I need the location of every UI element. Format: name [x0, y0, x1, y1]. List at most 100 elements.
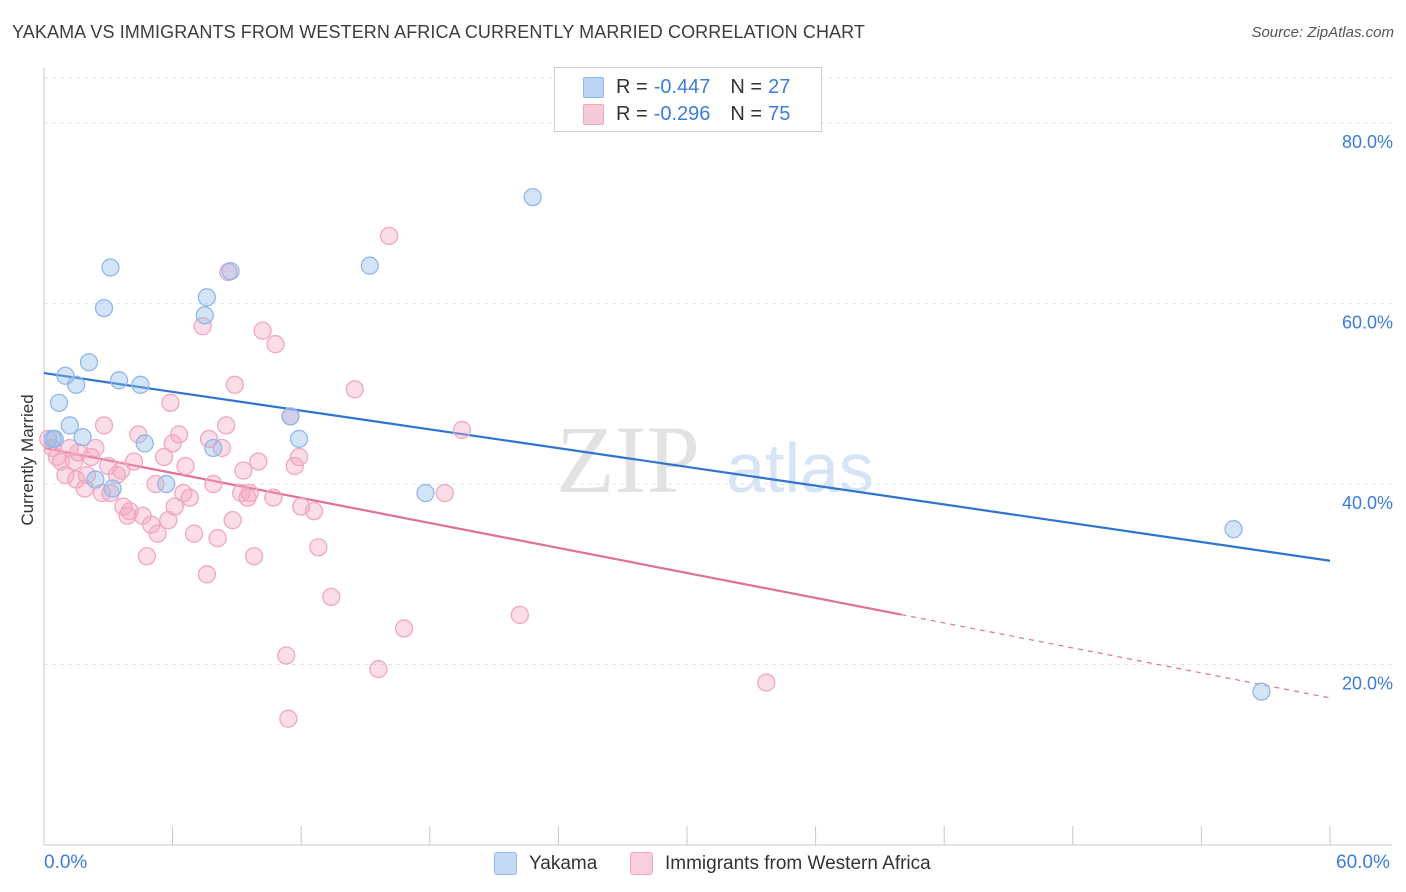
data-point: [369, 659, 388, 679]
x-tick-label-min: 0.0%: [44, 852, 88, 873]
data-point: [60, 438, 79, 458]
data-point: [289, 447, 309, 467]
data-point: [176, 456, 195, 476]
data-point: [277, 646, 296, 665]
correlation-legend: R = -0.447 N = 27 R = -0.296 N = 75: [554, 67, 822, 132]
watermark-zip: ZIP: [556, 406, 700, 513]
data-point: [253, 321, 272, 340]
data-point: [67, 470, 86, 489]
data-point: [379, 226, 399, 246]
n-label: N =: [730, 102, 763, 125]
data-point: [101, 258, 120, 277]
data-point: [249, 452, 268, 471]
data-point: [43, 429, 62, 449]
data-point: [163, 434, 182, 453]
data-point: [39, 429, 58, 449]
n-value-yakama: 27: [768, 75, 791, 98]
data-point: [79, 353, 99, 372]
data-point: [204, 438, 223, 458]
source-label: Source: ZipAtlas.com: [1251, 24, 1394, 41]
trend-line-0: [43, 371, 1331, 562]
data-point: [157, 474, 176, 494]
data-point: [154, 447, 174, 467]
data-point: [86, 470, 105, 489]
data-point: [217, 416, 236, 435]
data-point: [223, 511, 242, 530]
data-point: [67, 375, 86, 394]
n-label: N =: [730, 75, 763, 98]
series-name-yakama: Yakama: [529, 852, 598, 874]
watermark-atlas: atlas: [726, 429, 874, 507]
data-point: [51, 452, 71, 471]
data-point: [109, 371, 129, 390]
data-point: [309, 538, 328, 557]
data-point: [94, 298, 114, 318]
data-point: [1252, 682, 1271, 701]
data-point: [137, 547, 157, 566]
data-point: [129, 425, 148, 444]
data-point: [304, 501, 324, 521]
r-value-yakama: -0.447: [653, 75, 711, 98]
data-point: [244, 547, 264, 566]
y-tick-label-60: 60.0%: [1342, 313, 1393, 333]
data-point: [131, 375, 150, 394]
y-tick-label-40: 40.0%: [1342, 493, 1393, 513]
legend-swatch-western-africa: [583, 103, 604, 125]
data-point: [322, 587, 341, 607]
data-point: [199, 429, 219, 449]
data-point: [221, 261, 240, 281]
data-points: [39, 187, 1271, 728]
data-point: [161, 393, 180, 412]
legend-swatch-yakama: [583, 76, 604, 98]
data-point: [142, 515, 161, 534]
data-point: [289, 429, 309, 449]
r-label: R =: [616, 75, 648, 98]
data-point: [757, 673, 776, 692]
data-point: [103, 479, 122, 498]
data-point: [435, 483, 454, 503]
data-point: [148, 524, 167, 543]
data-point: [416, 483, 435, 503]
data-point: [345, 380, 364, 399]
data-point: [184, 524, 204, 543]
data-point: [180, 488, 199, 507]
series-legend-western-africa[interactable]: Immigrants from Western Africa: [630, 852, 931, 875]
series-swatch-yakama: [494, 852, 517, 875]
data-point: [285, 456, 304, 476]
data-point: [1224, 520, 1243, 539]
data-point: [197, 288, 217, 307]
data-point: [225, 375, 244, 394]
data-point: [73, 427, 92, 447]
n-value-western-africa: 75: [768, 102, 791, 125]
data-point: [208, 529, 227, 548]
data-point: [197, 565, 217, 584]
series-legend-yakama[interactable]: Yakama: [494, 852, 597, 875]
data-point: [281, 407, 300, 426]
y-tick-labels: 20.0% 40.0% 60.0% 80.0%: [1342, 132, 1393, 693]
series-swatch-western-africa: [630, 852, 653, 875]
y-tick-label-80: 80.0%: [1342, 132, 1393, 152]
data-point: [195, 306, 214, 325]
data-point: [86, 438, 105, 458]
data-point: [146, 474, 165, 494]
legend-row-western-africa: R = -0.296 N = 75: [583, 102, 790, 126]
axes: [43, 68, 1392, 846]
data-point: [94, 416, 114, 435]
data-point: [523, 187, 542, 207]
data-point: [510, 605, 529, 625]
data-point: [234, 461, 253, 480]
data-point: [360, 256, 379, 275]
data-point: [204, 474, 223, 494]
series-legend: Yakama Immigrants from Western Africa: [0, 852, 1406, 878]
data-point: [193, 316, 212, 336]
data-point: [264, 488, 283, 507]
data-point: [56, 465, 75, 485]
data-point: [165, 497, 184, 516]
data-point: [64, 452, 84, 471]
r-value-western-africa: -0.296: [653, 102, 711, 125]
data-point: [124, 452, 144, 471]
data-point: [266, 335, 285, 354]
data-point: [99, 456, 118, 476]
x-tick-label-max: 60.0%: [1336, 852, 1390, 873]
legend-row-yakama: R = -0.447 N = 27: [583, 75, 790, 99]
